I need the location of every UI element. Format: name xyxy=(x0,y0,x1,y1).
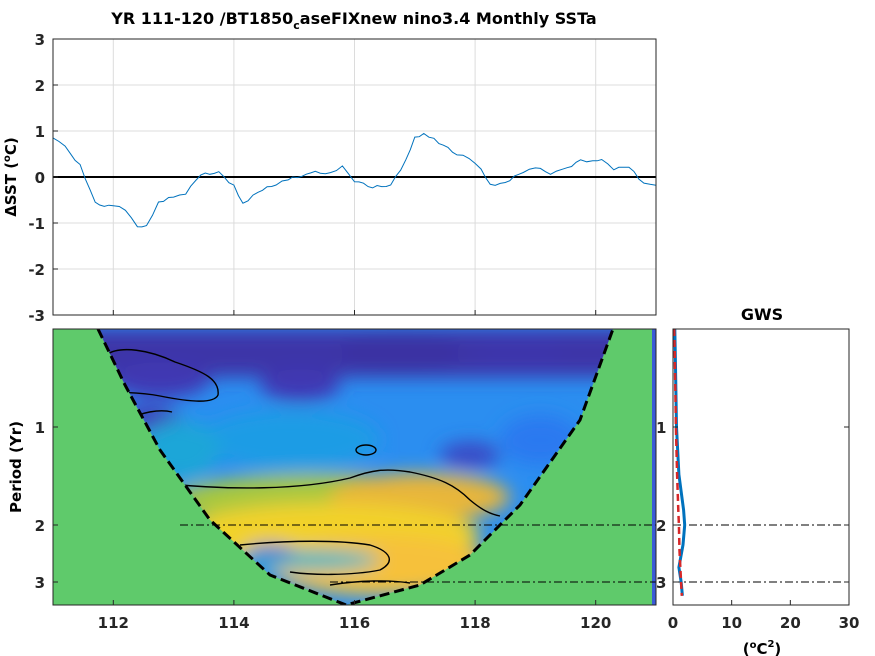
wavelet-ticks: 112 114 116 118 120 1 2 3 xyxy=(35,419,612,632)
timeseries-y-tick-label: 2 xyxy=(35,77,45,95)
gws-x-tick-label: 30 xyxy=(839,614,860,632)
chart-title: YR 111-120 /BT1850caseFIXnew nino3.4 Mon… xyxy=(110,9,596,32)
wavelet-colorbar-edge xyxy=(652,329,656,605)
cone-of-influence-line xyxy=(96,329,615,605)
gws-x-tick-label: 0 xyxy=(668,614,678,632)
timeseries-y-tick-label: 3 xyxy=(35,31,45,49)
gws-significance-line xyxy=(672,328,684,596)
timeseries-y-tick-label: -3 xyxy=(28,307,45,325)
wavelet-x-tick-label: 118 xyxy=(459,614,490,632)
gws-y-tick-label: 3 xyxy=(656,574,666,592)
wavelet-x-tick-label: 114 xyxy=(218,614,249,632)
significance-contour xyxy=(105,349,219,402)
wavelet-x-tick-label: 116 xyxy=(339,614,370,632)
timeseries-y-tick-label: -1 xyxy=(28,215,45,233)
gws-y-tick-label: 2 xyxy=(656,517,666,535)
wavelet-x-tick-label: 112 xyxy=(98,614,129,632)
wavelet-y-axis-label: Period (Yr) xyxy=(7,421,25,513)
gws-title: GWS xyxy=(741,305,783,324)
wavelet-x-tick-label: 120 xyxy=(580,614,611,632)
gws-x-tick-label: 20 xyxy=(780,614,801,632)
significance-contour xyxy=(355,444,377,456)
wavelet-y-tick-label: 2 xyxy=(35,517,45,535)
timeseries-y-tick-label: -2 xyxy=(28,261,45,279)
wavelet-y-tick-label: 1 xyxy=(35,419,45,437)
wavelet-power-field xyxy=(98,329,613,605)
significance-contour xyxy=(169,469,501,517)
wavelet-y-tick-label: 3 xyxy=(35,574,45,592)
timeseries-ticks: 3 2 1 0 -1 -2 -3 xyxy=(28,31,597,325)
wavelet-power-panel xyxy=(53,329,656,605)
significance-contour xyxy=(239,540,390,576)
gws-panel: 0 10 20 30 1 2 3 xyxy=(656,328,859,632)
timeseries-y-tick-label: 0 xyxy=(35,169,45,187)
gws-ticks: 0 10 20 30 1 2 3 xyxy=(656,419,859,632)
gws-x-axis-label: (oC2) xyxy=(743,639,782,656)
gws-y-tick-label: 1 xyxy=(656,419,666,437)
timeseries-y-axis-label: ΔSST (oC) xyxy=(2,137,20,217)
timeseries-panel: 3 2 1 0 -1 -2 -3 xyxy=(28,31,657,325)
sst-anomaly-series-line xyxy=(53,132,656,228)
significance-contour xyxy=(329,580,411,586)
timeseries-y-tick-label: 1 xyxy=(35,123,45,141)
gws-x-tick-label: 10 xyxy=(721,614,742,632)
